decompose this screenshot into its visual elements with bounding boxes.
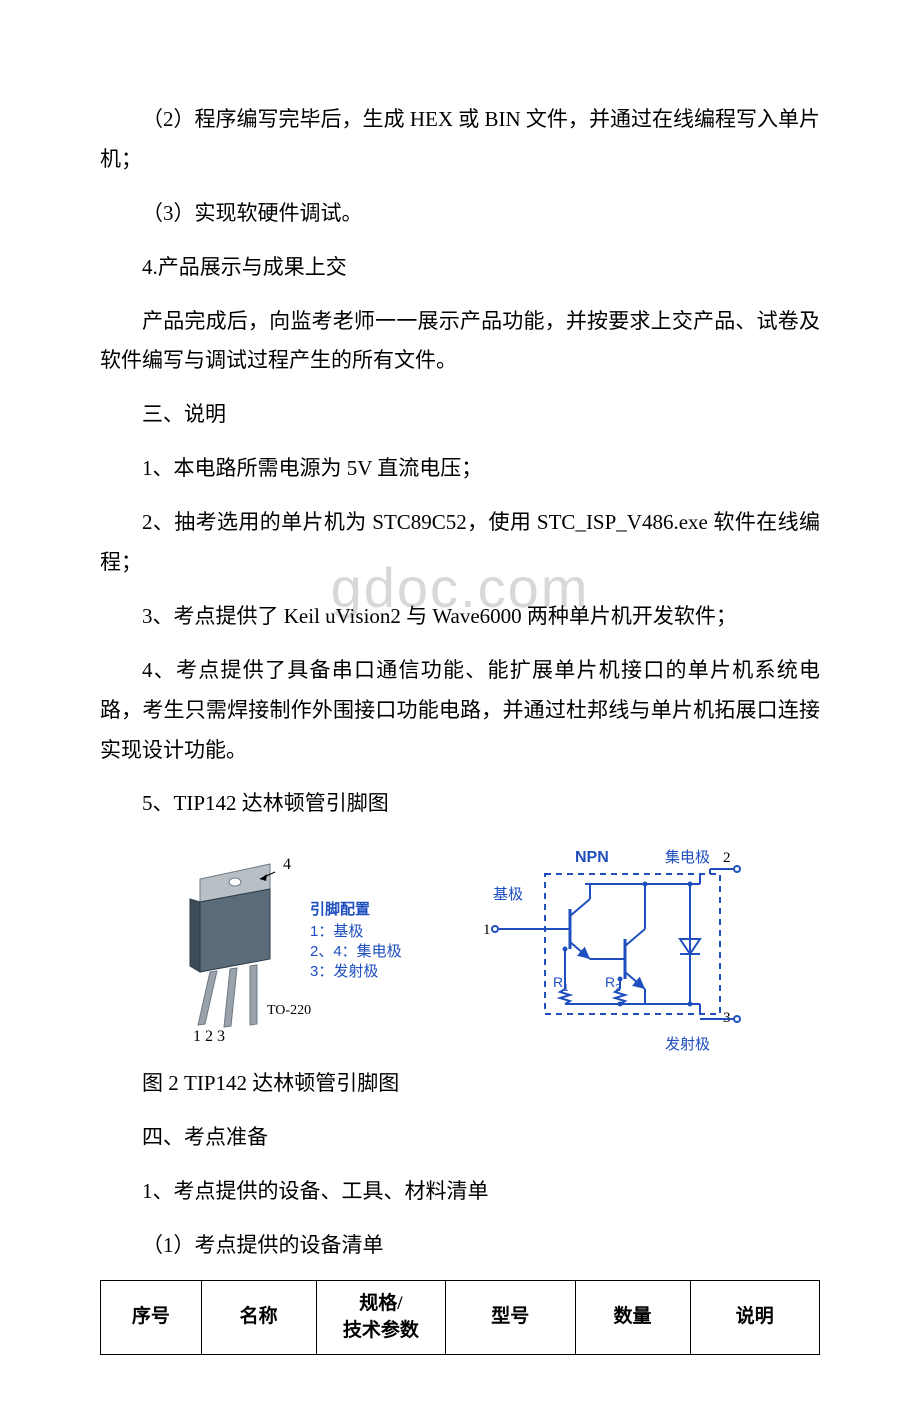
paragraph-4-body: 产品完成后，向监考老师一一展示产品功能，并按要求上交产品、试卷及软件编写与调试过… — [100, 302, 820, 382]
note-3: 3、考点提供了 Keil uVision2 与 Wave6000 两种单片机开发… — [100, 597, 820, 637]
cfg-line-2: 2、4：集电极 — [310, 943, 402, 960]
collector-label: 集电极 — [665, 849, 710, 866]
list-4-1-1: （1）考点提供的设备清单 — [100, 1226, 820, 1266]
note-1: 1、本电路所需电源为 5V 直流电压； — [100, 449, 820, 489]
th-qty: 数量 — [575, 1280, 690, 1354]
equipment-table: 序号 名称 规格/ 技术参数 型号 数量 说明 — [100, 1280, 820, 1355]
emitter-label: 发射极 — [665, 1036, 710, 1053]
cfg-line-3: 3：发射极 — [310, 963, 378, 980]
figure-npn-schematic: NPN 集电极 2 基极 1 发射极 3 — [475, 844, 765, 1054]
th-model: 型号 — [446, 1280, 575, 1354]
base-label: 基极 — [493, 886, 523, 903]
section-4-heading: 四、考点准备 — [100, 1118, 820, 1158]
table-header-row: 序号 名称 规格/ 技术参数 型号 数量 说明 — [101, 1280, 820, 1354]
section-3-heading: 三、说明 — [100, 395, 820, 435]
th-note: 说明 — [690, 1280, 819, 1354]
base-pin: 1 — [483, 922, 491, 938]
th-name: 名称 — [201, 1280, 316, 1354]
figure-to220-package: 4 1 2 3 TO-220 引脚配置 1：基极 2、4：集电极 3：发射极 — [155, 844, 435, 1044]
list-4-1: 1、考点提供的设备、工具、材料清单 — [100, 1172, 820, 1212]
package-label: TO-220 — [267, 1003, 311, 1018]
figure-row: 4 1 2 3 TO-220 引脚配置 1：基极 2、4：集电极 3：发射极 — [100, 844, 820, 1054]
figure-caption: 图 2 TIP142 达林顿管引脚图 — [100, 1064, 820, 1104]
note-5: 5、TIP142 达林顿管引脚图 — [100, 784, 820, 824]
paragraph-2: （2）程序编写完毕后，生成 HEX 或 BIN 文件，并通过在线编程写入单片机； — [100, 100, 820, 180]
pin4-label: 4 — [283, 856, 291, 873]
pins-123-label: 1 2 3 — [193, 1028, 225, 1044]
collector-pin: 2 — [723, 850, 731, 866]
paragraph-4-heading: 4.产品展示与成果上交 — [100, 248, 820, 288]
note-2: 2、抽考选用的单片机为 STC89C52，使用 STC_ISP_V486.exe… — [100, 503, 820, 583]
note-4: 4、考点提供了具备串口通信功能、能扩展单片机接口的单片机系统电路，考生只需焊接制… — [100, 651, 820, 771]
cfg-title: 引脚配置 — [310, 901, 370, 918]
th-spec: 规格/ 技术参数 — [316, 1280, 445, 1354]
cfg-line-1: 1：基极 — [310, 923, 363, 940]
document-content: （2）程序编写完毕后，生成 HEX 或 BIN 文件，并通过在线编程写入单片机；… — [100, 100, 820, 1355]
npn-label: NPN — [575, 849, 609, 866]
paragraph-3: （3）实现软硬件调试。 — [100, 194, 820, 234]
th-index: 序号 — [101, 1280, 202, 1354]
